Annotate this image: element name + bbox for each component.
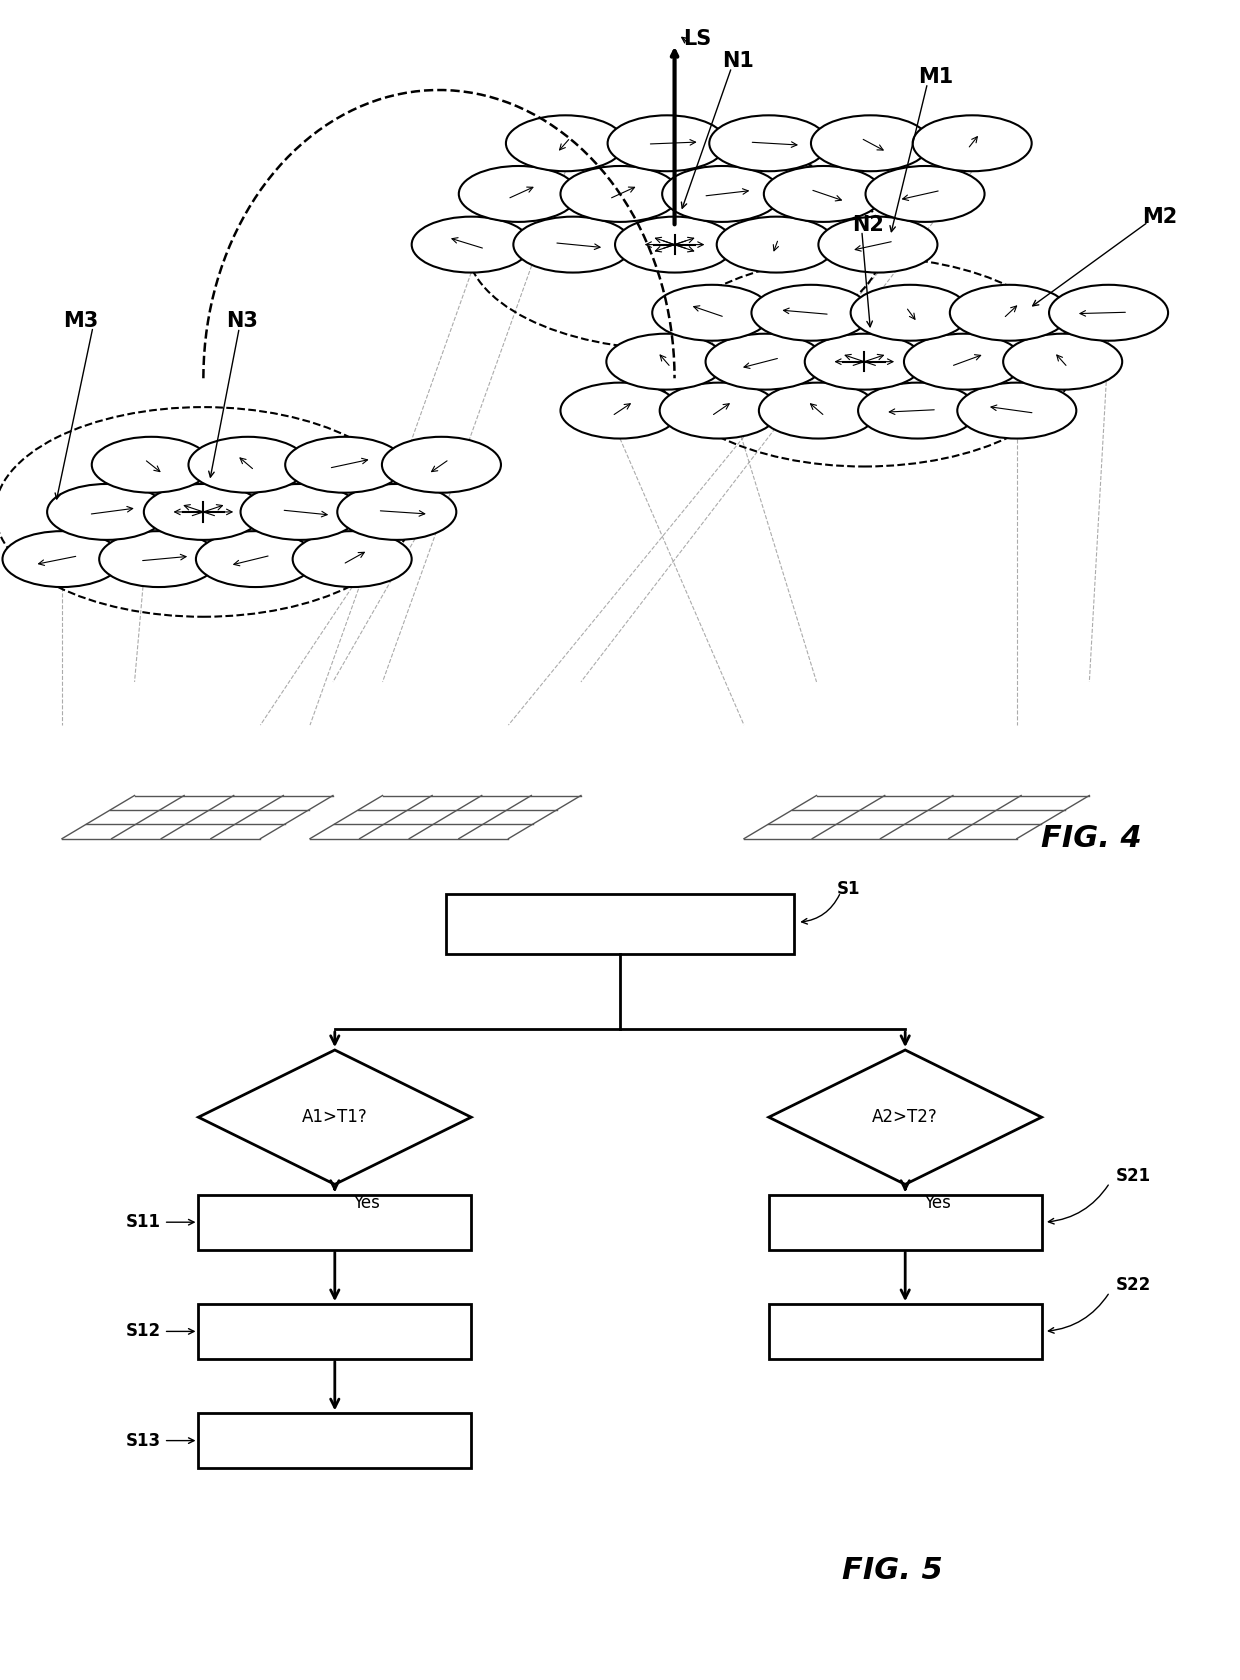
Bar <box>446 894 794 954</box>
Ellipse shape <box>851 286 970 341</box>
Ellipse shape <box>662 166 781 222</box>
Ellipse shape <box>1049 286 1168 341</box>
Text: M1: M1 <box>919 67 954 87</box>
Text: M3: M3 <box>63 311 98 331</box>
Text: Yes: Yes <box>353 1194 381 1213</box>
Text: FIG. 4: FIG. 4 <box>1040 825 1142 853</box>
Ellipse shape <box>706 334 825 390</box>
Ellipse shape <box>759 383 878 438</box>
Ellipse shape <box>709 116 828 171</box>
Text: M2: M2 <box>1142 207 1177 227</box>
Ellipse shape <box>751 286 870 341</box>
Bar <box>769 1304 1042 1359</box>
Ellipse shape <box>241 484 360 539</box>
Text: A2>T2?: A2>T2? <box>872 1109 939 1126</box>
Ellipse shape <box>608 116 727 171</box>
Text: S13: S13 <box>126 1431 161 1450</box>
Ellipse shape <box>660 383 779 438</box>
Ellipse shape <box>382 437 501 492</box>
Text: N2: N2 <box>852 215 884 235</box>
Ellipse shape <box>506 116 625 171</box>
Ellipse shape <box>858 383 977 438</box>
Text: S22: S22 <box>1116 1277 1151 1294</box>
Text: N3: N3 <box>226 311 258 331</box>
Text: N1: N1 <box>722 50 754 71</box>
Ellipse shape <box>818 217 937 272</box>
Ellipse shape <box>904 334 1023 390</box>
Polygon shape <box>769 1050 1042 1184</box>
Ellipse shape <box>560 383 680 438</box>
Ellipse shape <box>99 531 218 586</box>
Ellipse shape <box>196 531 315 586</box>
Ellipse shape <box>513 217 632 272</box>
Ellipse shape <box>913 116 1032 171</box>
Ellipse shape <box>459 166 578 222</box>
Ellipse shape <box>188 437 308 492</box>
Bar <box>198 1304 471 1359</box>
Ellipse shape <box>764 166 883 222</box>
Ellipse shape <box>717 217 836 272</box>
Bar <box>198 1194 471 1250</box>
Bar <box>198 1413 471 1468</box>
Ellipse shape <box>606 334 725 390</box>
Bar <box>769 1194 1042 1250</box>
Text: S21: S21 <box>1116 1168 1151 1184</box>
Ellipse shape <box>144 484 263 539</box>
Text: S1: S1 <box>837 880 861 897</box>
Ellipse shape <box>2 531 122 586</box>
Ellipse shape <box>92 437 211 492</box>
Text: LS: LS <box>683 29 711 49</box>
Ellipse shape <box>805 334 924 390</box>
Ellipse shape <box>337 484 456 539</box>
Ellipse shape <box>285 437 404 492</box>
Ellipse shape <box>866 166 985 222</box>
Text: Yes: Yes <box>924 1194 951 1213</box>
Ellipse shape <box>652 286 771 341</box>
Ellipse shape <box>950 286 1069 341</box>
Ellipse shape <box>811 116 930 171</box>
Text: A1>T1?: A1>T1? <box>301 1109 368 1126</box>
Text: S12: S12 <box>126 1322 161 1341</box>
Ellipse shape <box>412 217 531 272</box>
Ellipse shape <box>47 484 166 539</box>
Ellipse shape <box>615 217 734 272</box>
Text: FIG. 5: FIG. 5 <box>842 1556 944 1586</box>
Ellipse shape <box>1003 334 1122 390</box>
Ellipse shape <box>957 383 1076 438</box>
Ellipse shape <box>293 531 412 586</box>
Text: S11: S11 <box>126 1213 161 1231</box>
Polygon shape <box>198 1050 471 1184</box>
Ellipse shape <box>560 166 680 222</box>
